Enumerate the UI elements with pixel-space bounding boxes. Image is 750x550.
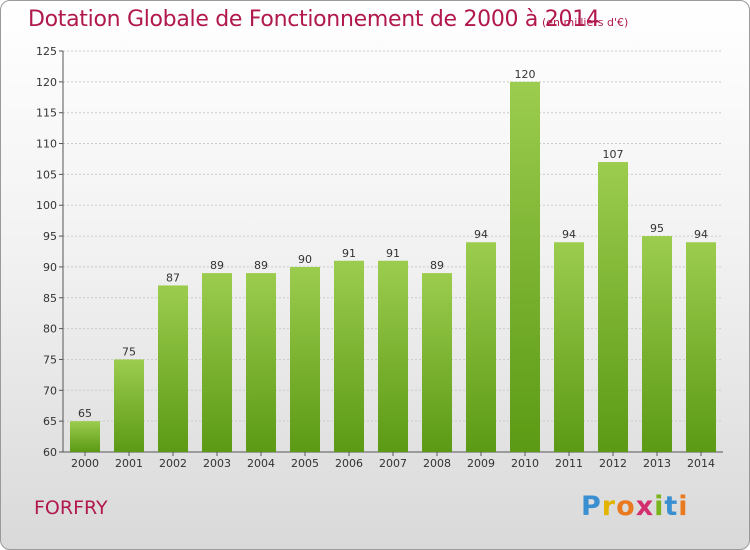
y-tick-label: 120	[36, 76, 57, 89]
bar	[114, 359, 144, 452]
bar	[598, 162, 628, 453]
y-tick-label: 110	[36, 138, 57, 151]
data-label: 94	[474, 228, 488, 241]
x-tick-label: 2008	[423, 457, 451, 470]
bar	[686, 242, 716, 452]
x-tick-label: 2013	[643, 457, 671, 470]
data-label: 95	[650, 222, 664, 235]
chart-subtitle: (en milliers d'€)	[542, 16, 629, 29]
logo-letter: P	[581, 491, 602, 522]
bar	[378, 260, 408, 452]
bar	[246, 273, 276, 452]
x-tick-label: 2001	[115, 457, 143, 470]
logo-letter: x	[635, 491, 655, 522]
x-tick-label: 2004	[247, 457, 275, 470]
labels: 60 65 70 75 80 85 90 95 100 105 110 115 120 125 65 2000…	[36, 45, 715, 470]
logo-letter: t	[664, 491, 679, 522]
y-tick-label: 105	[36, 168, 57, 181]
logo-letter: i	[654, 491, 665, 522]
data-label: 107	[603, 148, 624, 161]
data-label: 120	[515, 68, 536, 81]
data-label: 89	[210, 259, 224, 272]
y-tick-label: 60	[43, 446, 57, 459]
y-tick-label: 95	[43, 230, 57, 243]
bar	[70, 421, 100, 452]
bars	[70, 81, 716, 453]
x-tick-label: 2002	[159, 457, 187, 470]
x-tick-label: 2014	[687, 457, 715, 470]
bar	[202, 273, 232, 452]
bar	[158, 285, 188, 452]
logo-letter: r	[601, 491, 617, 522]
data-label: 75	[122, 345, 136, 358]
y-tick-label: 70	[43, 384, 57, 397]
data-label: 94	[562, 228, 576, 241]
data-label: 90	[298, 253, 312, 266]
data-label: 91	[342, 247, 356, 260]
x-tick-label: 2003	[203, 457, 231, 470]
y-tick-label: 75	[43, 353, 57, 366]
bar	[642, 236, 672, 452]
proxiti-logo: Proxiti	[581, 491, 689, 522]
x-tick-label: 2007	[379, 457, 407, 470]
chart-title: Dotation Globale de Fonctionnement de 20…	[28, 7, 600, 32]
y-tick-label: 80	[43, 323, 57, 336]
x-tick-label: 2000	[71, 457, 99, 470]
data-label: 94	[694, 228, 708, 241]
bar	[334, 260, 364, 452]
bar	[554, 242, 584, 452]
data-label: 91	[386, 247, 400, 260]
logo-letter: o	[616, 491, 636, 522]
y-tick-label: 90	[43, 261, 57, 274]
x-tick-label: 2006	[335, 457, 363, 470]
bar	[422, 273, 452, 452]
logo-letter: i	[678, 491, 689, 522]
data-label: 65	[78, 407, 92, 420]
y-tick-label: 115	[36, 107, 57, 120]
x-tick-label: 2010	[511, 457, 539, 470]
data-label: 89	[430, 259, 444, 272]
data-label: 89	[254, 259, 268, 272]
x-tick-label: 2005	[291, 457, 319, 470]
y-tick-label: 100	[36, 199, 57, 212]
bar	[290, 266, 320, 452]
y-tick-label: 65	[43, 415, 57, 428]
y-tick-label: 85	[43, 292, 57, 305]
y-tick-label: 125	[36, 45, 57, 58]
x-tick-label: 2009	[467, 457, 495, 470]
bar	[510, 81, 540, 452]
data-label: 87	[166, 271, 180, 284]
x-tick-label: 2012	[599, 457, 627, 470]
x-tick-label: 2011	[555, 457, 583, 470]
bar	[466, 242, 496, 452]
commune-name: FORFRY	[34, 497, 108, 519]
